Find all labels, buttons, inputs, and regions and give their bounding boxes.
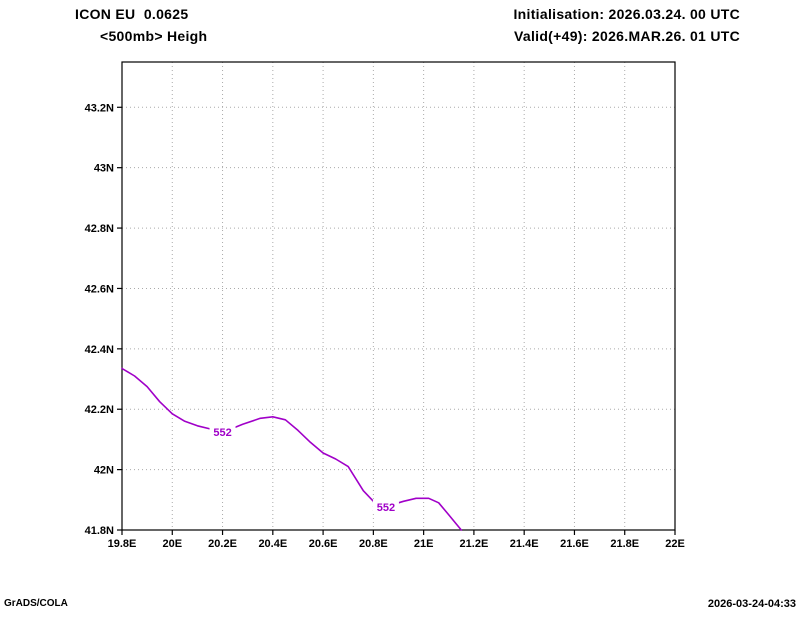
- header-valid-time: Valid(+49): 2026.MAR.26. 01 UTC: [514, 28, 740, 44]
- header-field-title: <500mb> Heigh: [100, 28, 208, 44]
- contour-value-label: 552: [213, 427, 231, 439]
- height-contour-line: [121, 367, 463, 531]
- contour-value-label: 552: [377, 502, 395, 514]
- contour-label-background: [372, 500, 399, 515]
- footer-timestamp: 2026-03-24-04:33: [707, 598, 796, 610]
- x-axis-tick-label: 22E: [665, 538, 685, 550]
- x-axis-tick-label: 21E: [414, 538, 434, 550]
- x-axis-tick-label: 21.8E: [610, 538, 639, 550]
- x-axis-tick-label: 20.8E: [359, 538, 388, 550]
- plot-frame: [121, 61, 676, 531]
- x-axis-tick-label: 21.6E: [560, 538, 589, 550]
- x-axis-tick-label: 20.6E: [309, 538, 338, 550]
- contour-label-background: [209, 424, 236, 439]
- x-axis-tick-label: 21.2E: [460, 538, 489, 550]
- x-axis-tick-label: 19.8E: [108, 538, 137, 550]
- y-axis-tick-label: 43.2N: [85, 102, 114, 114]
- y-axis-tick-label: 42.6N: [85, 283, 114, 295]
- y-axis-tick-label: 42.2N: [85, 404, 114, 416]
- header-model-title: ICON EU 0.0625: [75, 6, 189, 22]
- x-axis-tick-label: 20.2E: [208, 538, 237, 550]
- y-axis-tick-label: 42.8N: [85, 223, 114, 235]
- header-initialisation: Initialisation: 2026.03.24. 00 UTC: [513, 6, 740, 22]
- y-axis-tick-label: 41.8N: [85, 525, 114, 537]
- x-axis-tick-label: 21.4E: [510, 538, 539, 550]
- x-axis-tick-label: 20E: [162, 538, 182, 550]
- y-axis-tick-label: 42.4N: [85, 344, 114, 356]
- footer-grads-credit: GrADS/COLA: [4, 598, 68, 609]
- y-axis-tick-label: 42N: [94, 465, 114, 477]
- y-axis-tick-label: 43N: [94, 163, 114, 175]
- x-axis-tick-label: 20.4E: [258, 538, 287, 550]
